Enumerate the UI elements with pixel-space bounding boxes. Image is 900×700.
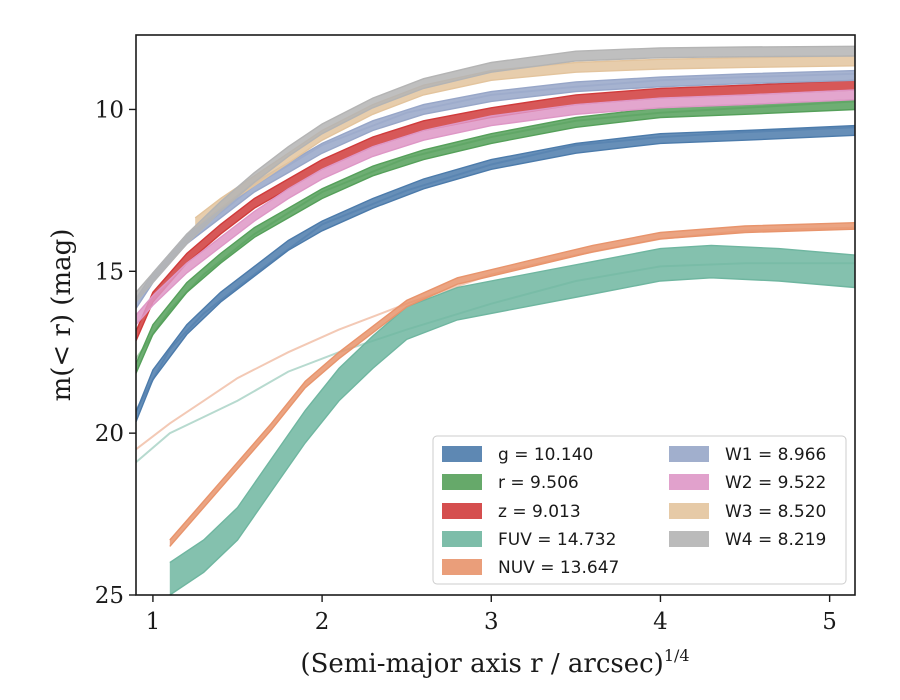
series-line-lower-6 <box>135 99 856 326</box>
legend-swatch-8 <box>669 531 709 547</box>
series-layer <box>135 45 856 596</box>
series-line-lower-4 <box>169 228 856 547</box>
legend: g = 10.140 r = 9.506 z = 9.013 FUV = 14.732… <box>432 435 847 585</box>
legend-label-2: z = 9.013 <box>498 502 581 522</box>
legend-swatch-1 <box>442 474 482 490</box>
x-tick-label: 5 <box>822 609 837 635</box>
legend-swatch-2 <box>442 503 482 519</box>
legend-swatch-4 <box>442 559 482 575</box>
x-axis-title-exponent: 1/4 <box>664 646 690 665</box>
y-axis-title: m(< r) (mag) <box>47 229 77 402</box>
y-tick-label: 10 <box>95 97 124 123</box>
series-line-lower-1 <box>135 108 856 374</box>
x-axis-title-main: (Semi-major axis r / arcsec) <box>300 649 663 679</box>
legend-label-6: W2 = 9.522 <box>725 473 826 493</box>
legend-label-5: W1 = 8.966 <box>725 445 826 465</box>
series-line-upper-8 <box>135 45 856 293</box>
series-band-3 <box>169 245 856 595</box>
legend-label-1: r = 9.506 <box>498 473 579 493</box>
series-line-upper-4 <box>169 222 856 541</box>
series-band-4 <box>169 222 856 547</box>
legend-label-4: NUV = 13.647 <box>498 558 619 578</box>
x-tick-label: 2 <box>315 609 330 635</box>
series-line-upper-6 <box>135 89 856 316</box>
legend-label-3: FUV = 14.732 <box>498 530 616 550</box>
series-line-lower-0 <box>135 134 856 423</box>
series-line-lower-7 <box>194 65 856 229</box>
y-tick-label: 15 <box>95 259 124 285</box>
legend-swatch-6 <box>669 474 709 490</box>
x-tick-label: 3 <box>484 609 499 635</box>
x-tick-label: 4 <box>653 609 668 635</box>
legend-swatch-7 <box>669 503 709 519</box>
legend-label-0: g = 10.140 <box>498 445 593 465</box>
x-tick-label: 1 <box>146 609 161 635</box>
series-line-upper-0 <box>135 124 856 413</box>
y-tick-label: 20 <box>95 421 124 447</box>
legend-swatch-3 <box>442 531 482 547</box>
y-tick-label: 25 <box>95 583 124 609</box>
plot-frame <box>135 34 856 596</box>
legend-label-8: W4 = 8.219 <box>725 530 826 550</box>
series-line-lower-5 <box>135 79 856 309</box>
series-line-upper-2 <box>135 79 856 332</box>
legend-swatch-5 <box>669 446 709 462</box>
series-line-lower-3 <box>169 277 856 596</box>
ticks-layer: 1 2 3 4 5 10 15 20 25 <box>95 97 837 635</box>
series-line-lower-8 <box>135 55 856 303</box>
legend-swatch-0 <box>442 446 482 462</box>
x-axis-title: (Semi-major axis r / arcsec)1/4 <box>300 646 689 679</box>
legend-box <box>432 435 847 585</box>
legend-label-7: W3 = 8.520 <box>725 502 826 522</box>
